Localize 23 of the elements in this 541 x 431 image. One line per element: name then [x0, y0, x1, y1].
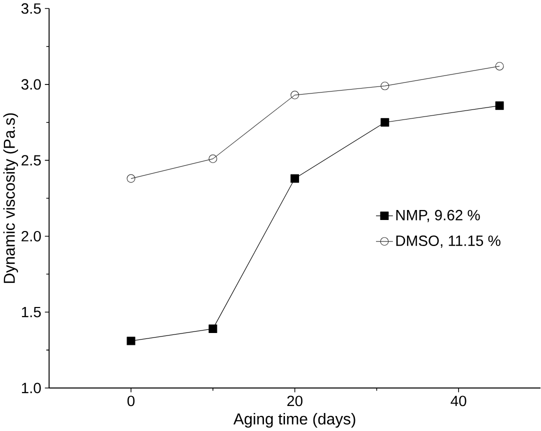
x-tick-label: 20: [287, 396, 302, 406]
point: [208, 324, 218, 334]
x-tick-label: 40: [450, 396, 466, 406]
y-axis-title: Dynamic viscosity (Pa.s): [3, 113, 18, 283]
point: [126, 336, 136, 346]
point: [290, 174, 300, 183]
legend-label: DMSO, 11.15 %: [396, 236, 500, 248]
x-tick-label: 0: [127, 396, 135, 406]
point: [290, 90, 300, 100]
y-tick-label: 3.0: [21, 79, 41, 90]
y-tick-label: 1.5: [22, 306, 41, 318]
point: [380, 82, 390, 90]
point: [208, 154, 218, 164]
point: [495, 101, 504, 110]
y-tick-label: 2.5: [22, 155, 41, 166]
point: [495, 62, 504, 70]
point: [380, 118, 390, 127]
y-tick-label: 3.5: [21, 3, 41, 14]
y-tick-label: 2.0: [22, 230, 41, 242]
legend-label: NMP, 9.62 %: [396, 210, 480, 222]
x-axis-title: Aging time (days): [233, 412, 356, 428]
point: [126, 174, 136, 183]
y-tick-label: 1.0: [22, 382, 41, 394]
